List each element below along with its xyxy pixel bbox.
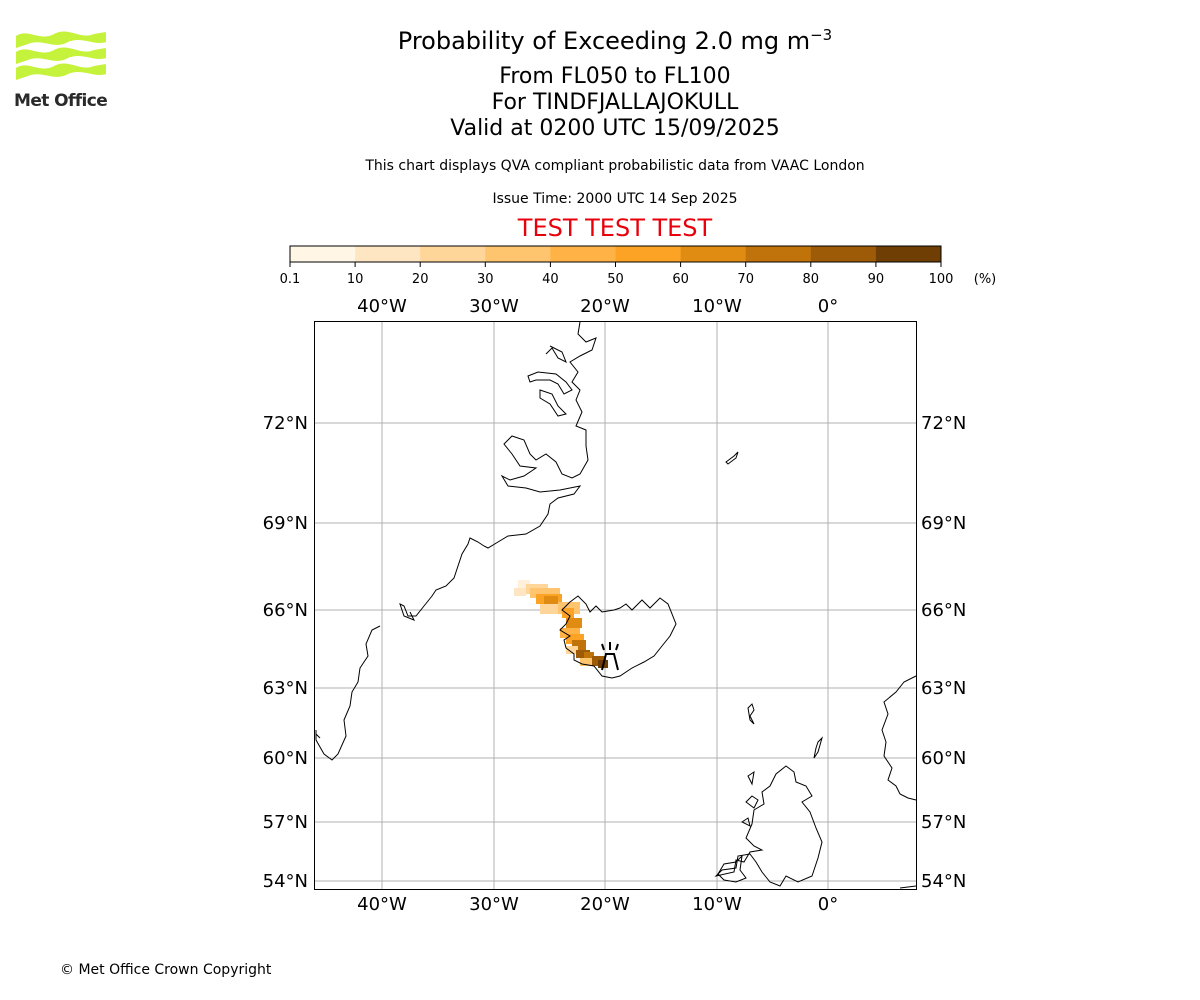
colorbar-ticks: 0.1 10 20 30 40 50 60 70 80 90 100: [280, 262, 954, 287]
colorbar-cell: [290, 246, 356, 262]
colorbar-tick-label: 60: [672, 272, 689, 287]
coastlines: [315, 321, 917, 889]
colorbar-cell: [420, 246, 486, 262]
colorbar-tick-label: 80: [803, 272, 820, 287]
lon-labels-bottom: 40°W 30°W 20°W 10°W 0°: [357, 894, 838, 915]
colorbar: 0.1 10 20 30 40 50 60 70 80 90 100 (%): [280, 245, 997, 287]
lon-label-bottom: 30°W: [469, 894, 519, 915]
lon-label-top: 10°W: [692, 296, 742, 317]
colorbar-tick-label: 30: [477, 272, 494, 287]
lon-label-bottom: 40°W: [357, 894, 407, 915]
colorbar-cell: [680, 246, 747, 262]
chart-description: This chart displays QVA compliant probab…: [365, 158, 865, 174]
met-office-logo: [16, 31, 106, 80]
colorbar-cell: [355, 246, 421, 262]
colorbar-cell: [615, 246, 682, 262]
lat-label-left: 69°N: [263, 513, 308, 534]
lat-label-left: 66°N: [263, 600, 308, 621]
lat-label-left: 60°N: [263, 748, 308, 769]
colorbar-tick-label: 90: [868, 272, 885, 287]
title-text: Probability of Exceeding 2.0 mg m: [397, 27, 811, 55]
lat-labels-left: 72°N 69°N 66°N 63°N 60°N 57°N 54°N: [263, 413, 308, 892]
lon-label-bottom: 10°W: [692, 894, 742, 915]
met-office-logo-text: Met Office: [14, 91, 108, 111]
lon-label-top: 40°W: [357, 296, 407, 317]
lat-label-left: 63°N: [263, 678, 308, 699]
lon-label-top: 30°W: [469, 296, 519, 317]
lat-label-left: 54°N: [263, 871, 308, 892]
colorbar-tick-label: 70: [737, 272, 754, 287]
lat-label-right: 54°N: [921, 871, 966, 892]
lon-label-bottom: 20°W: [580, 894, 630, 915]
volcano-icon: [601, 642, 619, 671]
test-banner: TEST TEST TEST: [517, 214, 713, 242]
colorbar-tick-label: 10: [347, 272, 364, 287]
chart-title: Probability of Exceeding 2.0 mg m−3: [0, 26, 1200, 55]
map: 40°W 30°W 20°W 10°W 0° 40°W 30°W 20°W 10…: [263, 296, 967, 915]
lat-label-left: 72°N: [263, 413, 308, 434]
colorbar-cells: [290, 246, 942, 262]
colorbar-tick-label: 20: [412, 272, 429, 287]
lon-label-bottom: 0°: [818, 894, 838, 915]
colorbar-tick-label: 50: [607, 272, 624, 287]
colorbar-tick-label: 100: [929, 272, 954, 287]
colorbar-cell: [875, 246, 942, 262]
lat-label-right: 69°N: [921, 513, 966, 534]
copyright-notice: © Met Office Crown Copyright: [60, 962, 272, 978]
graticule: [315, 322, 916, 889]
lat-label-right: 72°N: [921, 413, 966, 434]
lon-label-top: 20°W: [580, 296, 630, 317]
lat-label-right: 63°N: [921, 678, 966, 699]
colorbar-tick-label: 40: [542, 272, 559, 287]
colorbar-cell: [745, 246, 812, 262]
lon-label-top: 0°: [818, 296, 838, 317]
colorbar-tick-label: 0.1: [280, 272, 301, 287]
lat-label-right: 60°N: [921, 748, 966, 769]
map-frame: [314, 321, 917, 890]
valid-time: Valid at 0200 UTC 15/09/2025: [450, 116, 780, 141]
lon-labels-top: 40°W 30°W 20°W 10°W 0°: [357, 296, 838, 317]
volcano-name: For TINDFJALLAJOKULL: [491, 90, 739, 115]
issue-time: Issue Time: 2000 UTC 14 Sep 2025: [492, 191, 738, 207]
lat-label-left: 57°N: [263, 812, 308, 833]
lat-label-right: 57°N: [921, 812, 966, 833]
colorbar-cell: [550, 246, 616, 262]
colorbar-cell: [810, 246, 877, 262]
lat-labels-right: 72°N 69°N 66°N 63°N 60°N 57°N 54°N: [921, 413, 966, 892]
colorbar-cell: [485, 246, 551, 262]
title-exponent: −3: [810, 26, 833, 44]
colorbar-unit: (%): [974, 272, 997, 287]
ash-probability-plume: [514, 580, 608, 668]
lat-label-right: 66°N: [921, 600, 966, 621]
flight-level-range: From FL050 to FL100: [499, 64, 731, 89]
